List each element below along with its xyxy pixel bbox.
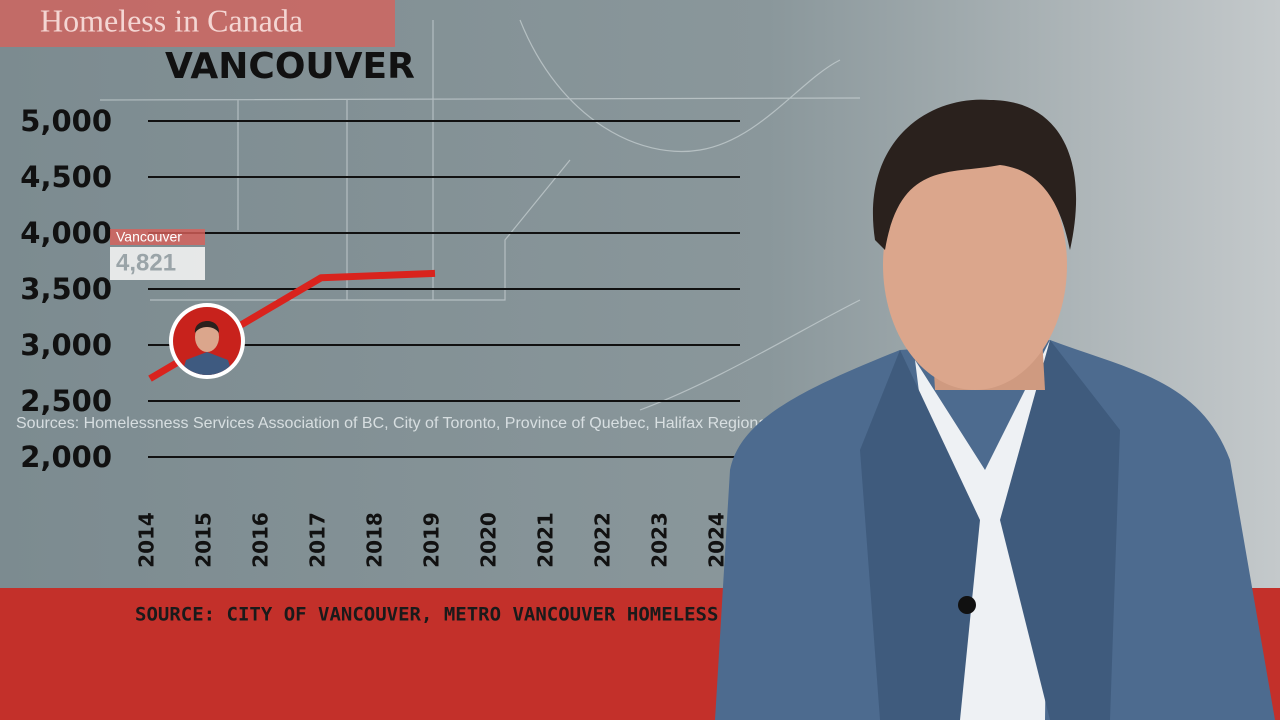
callout-box: [110, 229, 205, 245]
header-box: [0, 0, 395, 47]
y-tick-label: 3,000: [20, 328, 112, 362]
x-tick-label: 2016: [249, 512, 273, 568]
x-tick-label: 2023: [648, 512, 672, 568]
x-tick-label: 2015: [192, 512, 216, 568]
header: Homeless in Canada: [40, 2, 303, 38]
y-tick-label: 2,500: [20, 384, 112, 418]
x-tick-label: 2021: [534, 512, 558, 568]
icon-hair: [194, 320, 220, 333]
y-tick-label: 4,000: [20, 216, 112, 250]
y-tick-label: 3,500: [20, 272, 112, 306]
y-tick-label: 2,000: [20, 440, 112, 474]
callout-series: Vancouver: [116, 229, 182, 245]
icon-head: [195, 322, 219, 352]
plot: 2,000 2,500 3,000 3,500 4,000 4,500 5,000 2014 2…: [20, 104, 740, 568]
x-tick-label: 2014: [135, 512, 159, 568]
y-tick-label: 4,500: [20, 160, 112, 194]
x-tick-label: 2020: [477, 512, 501, 568]
x-tick-label: 2022: [591, 512, 615, 568]
chart-title: VANCOUVER: [165, 46, 415, 87]
x-tick-label: 2018: [363, 512, 387, 568]
presenter-icon: [169, 303, 245, 379]
footer-source: SOURCE: CITY OF VANCOUVER, METRO VANCOUV…: [135, 604, 787, 626]
callout-value: 4,821: [116, 249, 176, 276]
x-tick-label: 2019: [420, 512, 444, 568]
x-tick-label: 2017: [306, 512, 330, 568]
sources-note: Sources: Homelessness Services Associati…: [16, 415, 859, 432]
x-tick-label: 2024: [705, 512, 729, 568]
y-tick-label: 5,000: [20, 104, 112, 138]
presenter: [715, 99, 1275, 720]
callout-value-box: [110, 247, 205, 280]
map-lines: [99, 19, 861, 411]
